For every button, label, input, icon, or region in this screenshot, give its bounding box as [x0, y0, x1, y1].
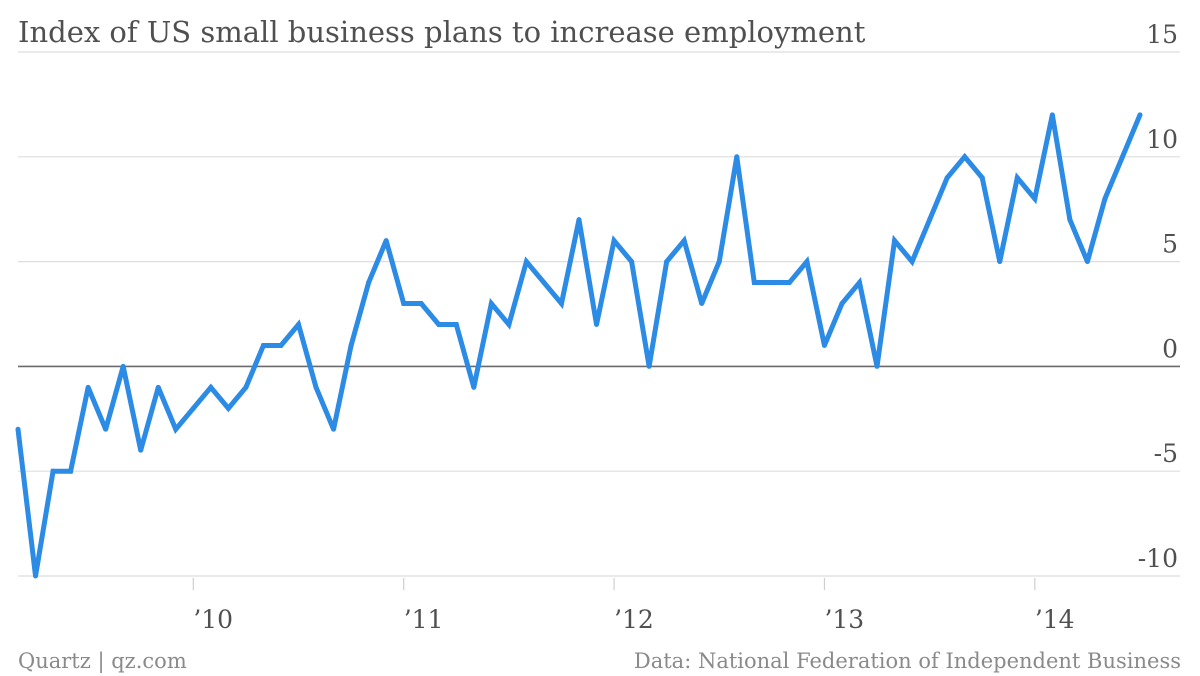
chart-title: Index of US small business plans to incr… — [18, 15, 866, 49]
data-point — [576, 217, 582, 223]
data-point — [611, 238, 617, 244]
data-point — [208, 384, 214, 390]
x-tick-label: ’14 — [1035, 605, 1075, 634]
data-point — [997, 259, 1003, 265]
data-point — [348, 342, 354, 348]
data-point — [1084, 259, 1090, 265]
data-point — [120, 363, 126, 369]
data-point — [103, 426, 109, 432]
y-tick-label: 10 — [1146, 125, 1178, 154]
data-point — [874, 363, 880, 369]
data-point — [50, 468, 56, 474]
data-point — [541, 280, 547, 286]
data-point — [927, 217, 933, 223]
data-point — [331, 426, 337, 432]
data-point — [506, 321, 512, 327]
data-point — [383, 238, 389, 244]
x-tick-label: ’13 — [824, 605, 864, 634]
x-tick-label: ’11 — [404, 605, 444, 634]
data-point — [734, 154, 740, 160]
data-point — [243, 384, 249, 390]
data-point — [629, 259, 635, 265]
data-point — [1049, 112, 1055, 118]
grid-lines — [18, 51, 1180, 577]
data-point — [804, 259, 810, 265]
data-point — [68, 468, 74, 474]
data-point — [1137, 112, 1143, 118]
data-point — [366, 280, 372, 286]
data-point — [296, 321, 301, 327]
data-point — [681, 238, 687, 244]
data-point — [138, 447, 144, 453]
data-point — [821, 342, 827, 348]
data-point — [594, 321, 600, 327]
data-point — [839, 301, 845, 307]
data-point — [471, 384, 477, 390]
data-point — [1102, 196, 1108, 202]
y-tick-label: 15 — [1146, 20, 1178, 49]
data-point — [33, 573, 39, 579]
data-point — [664, 259, 670, 265]
data-point — [190, 405, 196, 411]
data-point — [558, 301, 564, 307]
data-point — [225, 405, 231, 411]
data-point — [453, 321, 459, 327]
data-point — [436, 321, 442, 327]
data-point — [962, 154, 968, 160]
y-tick-label: 5 — [1162, 230, 1178, 259]
data-point — [523, 259, 529, 265]
data-point — [488, 301, 494, 307]
footer-credit: Quartz | qz.com — [18, 649, 187, 674]
x-tick-label: ’12 — [614, 605, 654, 634]
data-point — [313, 384, 319, 390]
x-tick-label: ’10 — [193, 605, 233, 634]
data-point — [1032, 196, 1038, 202]
data-point — [1119, 154, 1125, 160]
data-point — [260, 342, 266, 348]
data-point — [909, 259, 915, 265]
data-point — [173, 426, 179, 432]
y-axis-labels: 15 10 5 0 -5 -10 — [1138, 20, 1178, 573]
data-point — [418, 301, 424, 307]
data-point — [786, 280, 792, 286]
data-point — [85, 384, 91, 390]
y-tick-label: -5 — [1154, 439, 1178, 468]
data-point — [944, 175, 950, 181]
x-axis-ticks: ’10 ’11 ’12 ’13 ’14 — [192, 578, 1075, 634]
data-point — [15, 426, 21, 432]
footer-source: Data: National Federation of Independent… — [634, 649, 1181, 673]
data-point — [1014, 175, 1020, 181]
series-group — [15, 112, 1143, 579]
data-point — [155, 384, 161, 390]
data-point — [699, 301, 705, 307]
data-point — [857, 280, 862, 286]
data-point — [751, 280, 757, 286]
y-tick-label: 0 — [1162, 334, 1178, 363]
data-point — [401, 301, 407, 307]
series-line — [15, 113, 1143, 577]
data-point — [278, 342, 284, 348]
data-point — [769, 280, 775, 286]
data-point — [979, 175, 985, 181]
data-point — [646, 363, 652, 369]
data-point — [892, 238, 898, 244]
data-point — [716, 259, 722, 265]
y-tick-label: -10 — [1138, 544, 1178, 573]
data-point — [1067, 217, 1073, 223]
